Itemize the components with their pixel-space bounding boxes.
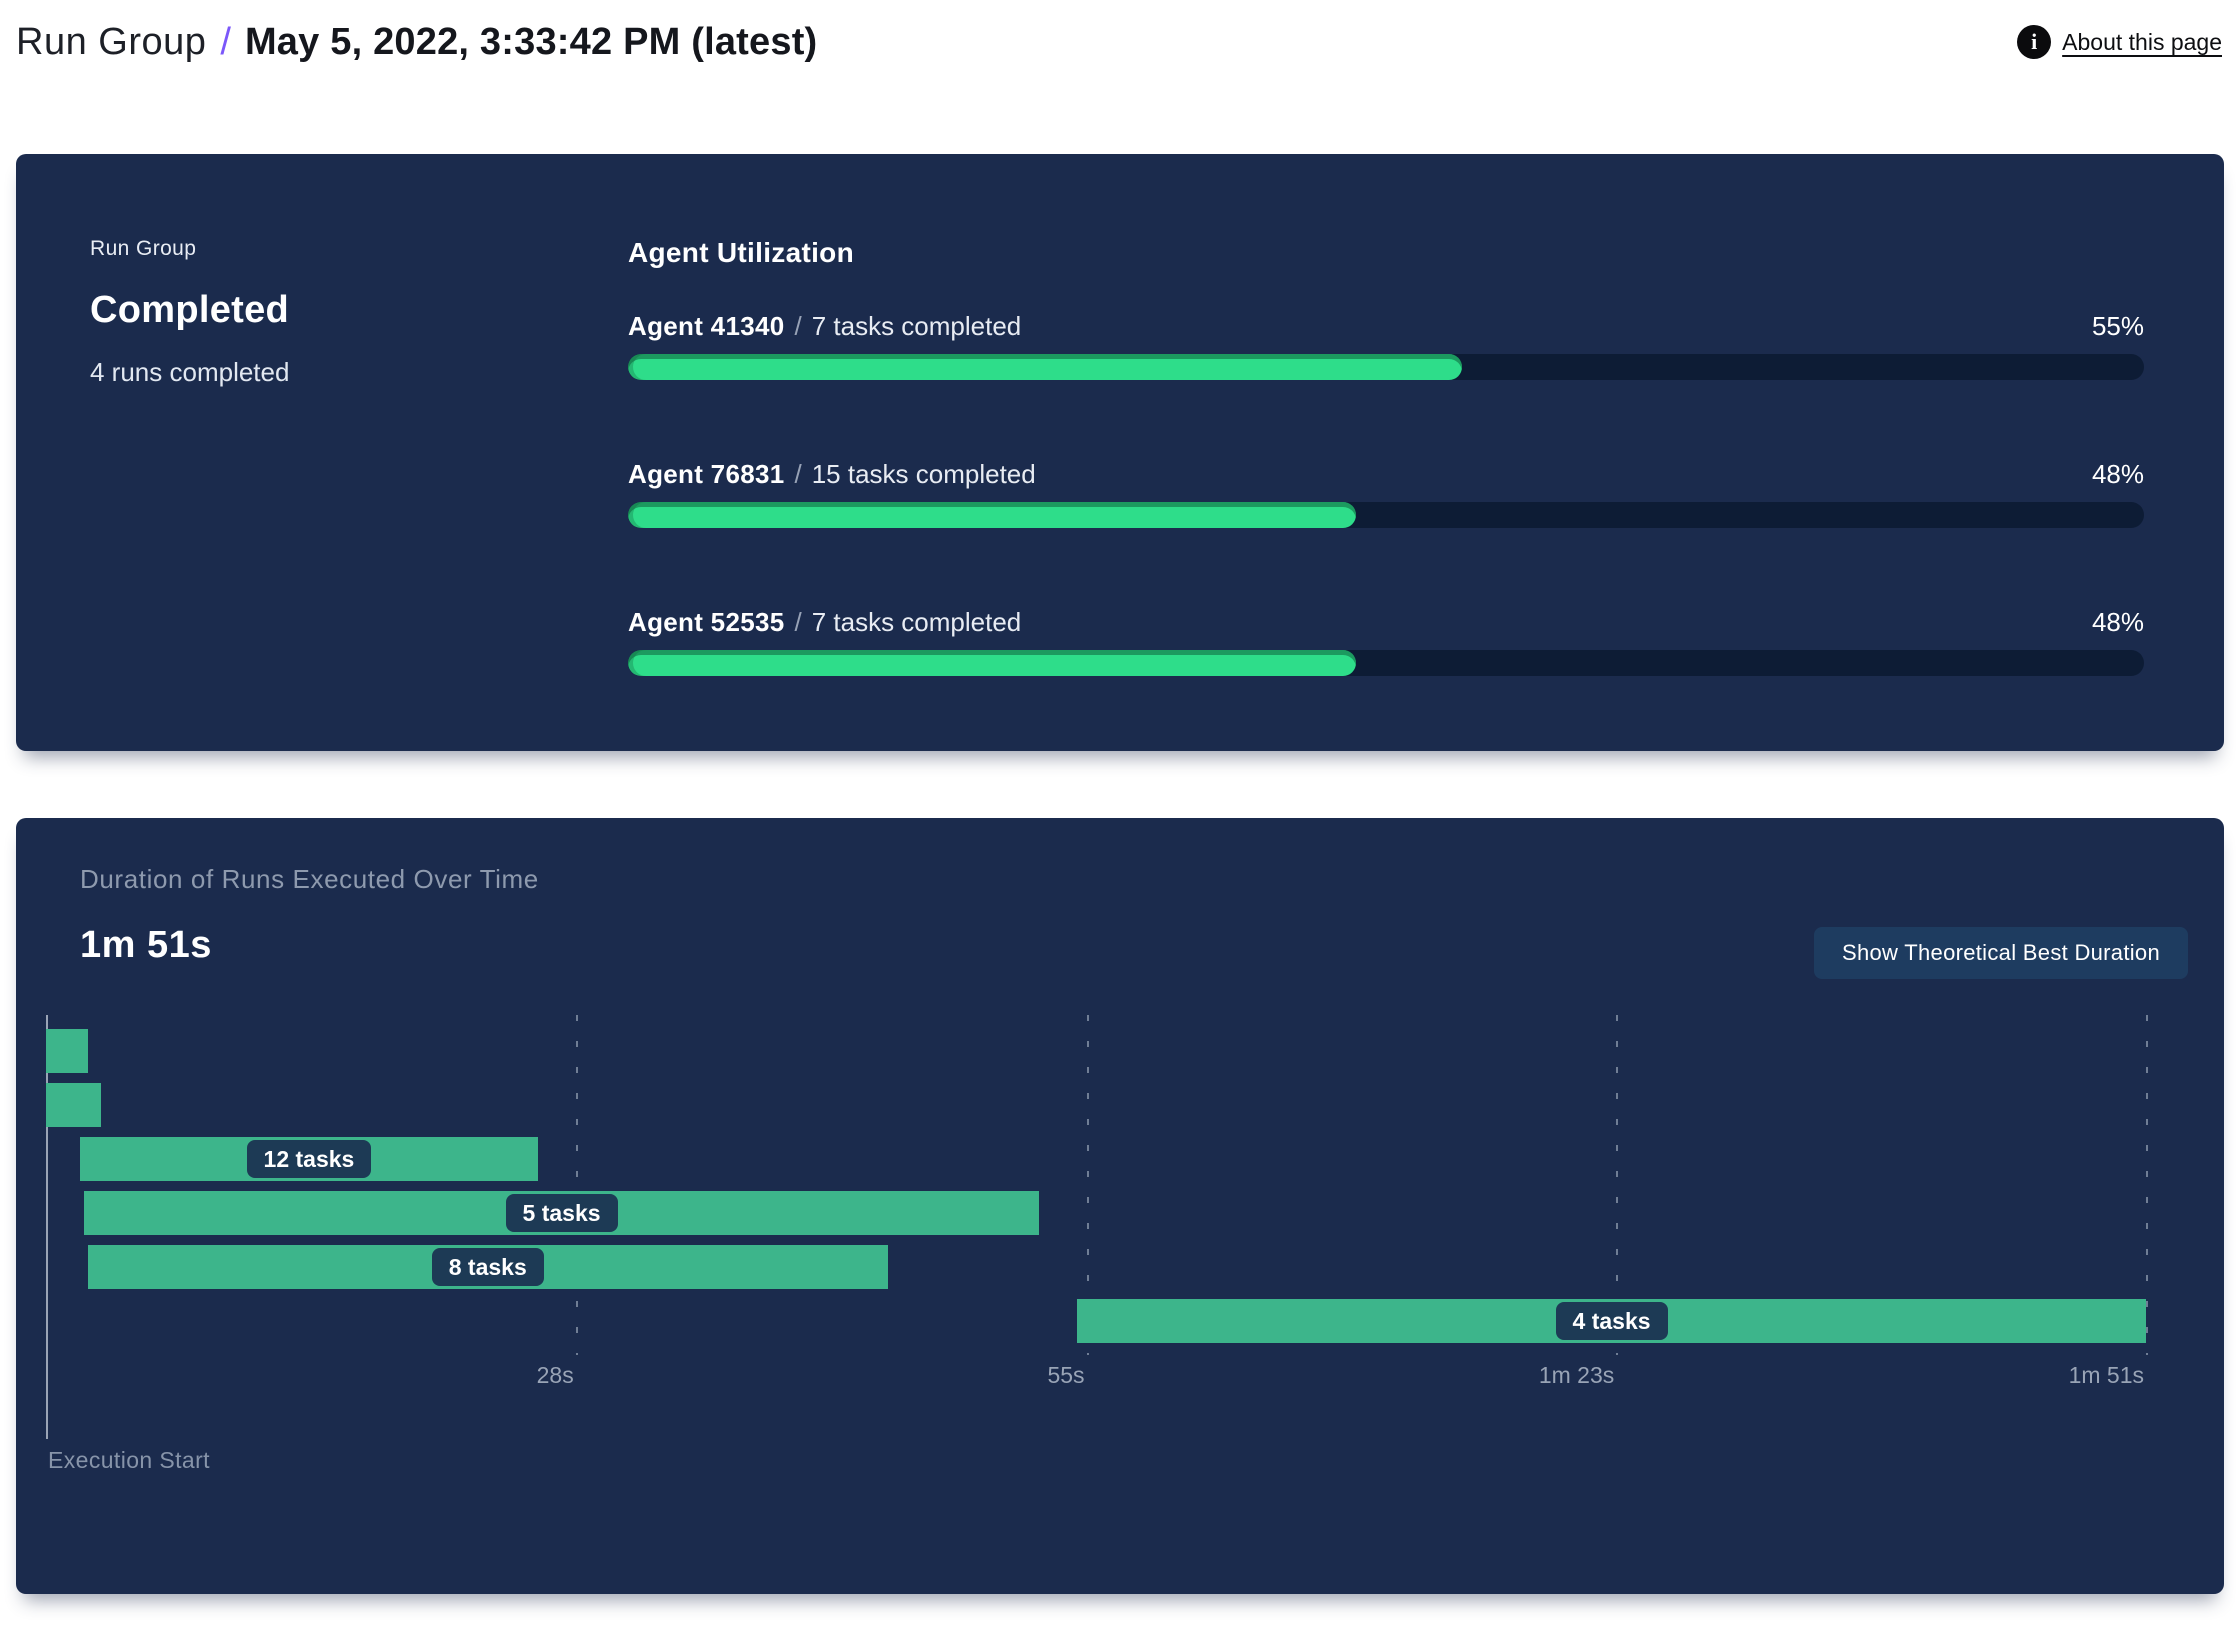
runs-completed-count: 4 runs completed [90,357,290,387]
run-bar[interactable]: 5 tasks [83,1191,1040,1235]
task-count-pill: 8 tasks [431,1248,544,1286]
axis-tick-label: 55s [1047,1362,1085,1388]
agent-tasks-completed: 7 tasks completed [811,311,1022,341]
agent-tasks-completed: 7 tasks completed [811,607,1022,637]
agent-utilization-percent: 48% [2091,459,2144,489]
agent-utilization-row: Agent 76831 / 15 tasks completed 48% [628,458,2144,528]
run-bar[interactable] [46,1029,88,1073]
agent-utilization-row: Agent 52535 / 7 tasks completed 48% [628,606,2144,676]
gantt-time-axis: 28s 55s 1m 23s 1m 51s [46,1361,2146,1395]
utilization-progress-fill [628,650,1356,676]
axis-tick-label: 28s [536,1362,574,1388]
run-group-label: Run Group [90,237,197,260]
total-duration-value: 1m 51s [80,924,212,966]
page-title: May 5, 2022, 3:33:42 PM (latest) [244,20,818,63]
run-group-summary-panel: Run Group Completed 4 runs completed Age… [16,154,2224,751]
agent-utilization-section: Agent Utilization Agent 41340 / 7 tasks … [628,236,2144,751]
agent-name: Agent 52535 [628,607,785,637]
duration-chart-title: Duration of Runs Executed Over Time [80,864,539,894]
page-header: Run Group / May 5, 2022, 3:33:42 PM (lat… [16,14,2222,70]
axis-tick-label: 1m 23s [1538,1362,1615,1388]
utilization-progress-track [628,650,2144,676]
run-group-status: Completed [90,289,290,331]
run-bar[interactable]: 8 tasks [87,1245,888,1289]
gridline [1616,1015,1619,1355]
execution-start-axis-line [46,1015,48,1439]
axis-tick-label: 1m 51s [2068,1362,2144,1388]
info-icon: i [2017,25,2052,59]
agent-separator: / [794,607,802,637]
run-bar[interactable]: 4 tasks [1077,1299,2146,1343]
utilization-progress-fill [628,354,1462,380]
execution-start-label: Execution Start [48,1447,210,1473]
gantt-chart: 12 tasks 5 tasks 8 tasks 4 tasks 28s 55s 1m 2… [46,1015,2224,1474]
run-group-status-column: Run Group Completed 4 runs completed [90,236,628,751]
agent-utilization-percent: 55% [2091,311,2144,341]
utilization-progress-track [628,502,2144,528]
about-label: About this page [2062,28,2222,55]
run-bar[interactable] [46,1083,101,1127]
task-count-pill: 4 tasks [1555,1302,1668,1340]
duration-chart-panel: Duration of Runs Executed Over Time 1m 5… [16,818,2224,1594]
gridline [575,1015,578,1355]
utilization-progress-track [628,354,2144,380]
task-count-pill: 12 tasks [246,1140,372,1178]
agent-utilization-percent: 48% [2091,607,2144,637]
about-this-page-link[interactable]: i About this page [2017,25,2222,59]
utilization-progress-fill [628,502,1356,528]
gridline [2146,1015,2148,1355]
agent-utilization-title: Agent Utilization [628,237,854,268]
agent-utilization-row: Agent 41340 / 7 tasks completed 55% [628,310,2144,380]
gridline [1086,1015,1089,1355]
agent-separator: / [794,311,802,341]
breadcrumb-separator: / [220,20,231,63]
breadcrumb-run-group: Run Group [16,20,207,63]
show-theoretical-best-duration-button[interactable]: Show Theoretical Best Duration [1814,927,2188,979]
task-count-pill: 5 tasks [505,1194,618,1232]
agent-name: Agent 76831 [628,459,785,489]
agent-separator: / [794,459,802,489]
gantt-plot: 12 tasks 5 tasks 8 tasks 4 tasks [46,1015,2148,1355]
run-bar[interactable]: 12 tasks [80,1137,538,1181]
agent-name: Agent 41340 [628,311,785,341]
breadcrumb: Run Group / May 5, 2022, 3:33:42 PM (lat… [16,21,817,64]
agent-tasks-completed: 15 tasks completed [811,459,1036,489]
